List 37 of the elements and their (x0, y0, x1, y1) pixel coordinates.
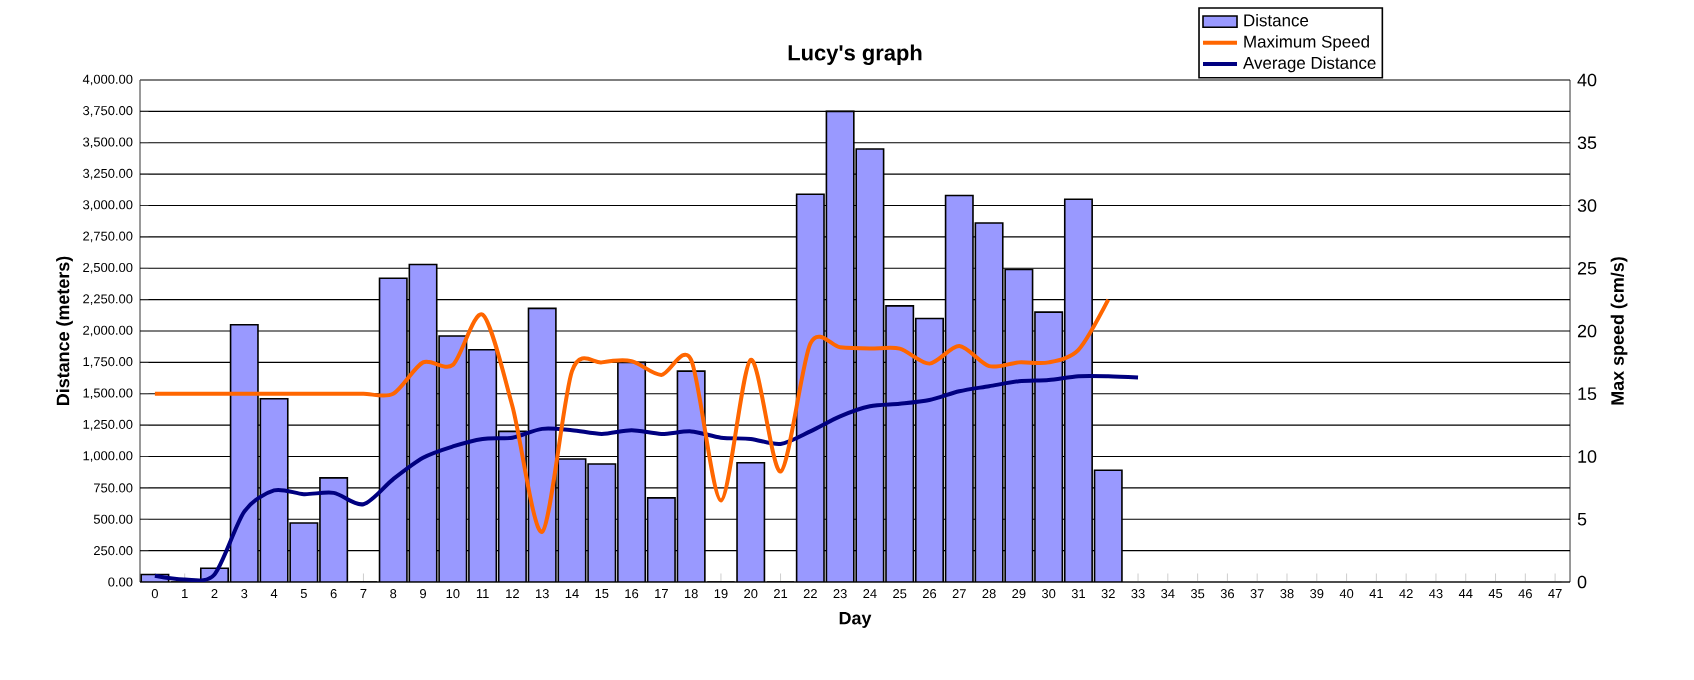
y2-tick-label: 0 (1577, 575, 1587, 589)
bar (1034, 311, 1064, 582)
bar (974, 222, 1004, 582)
bar (855, 148, 885, 582)
bar (944, 194, 974, 582)
y2-tick-label: 35 (1577, 136, 1597, 150)
y2-tick-label: 25 (1577, 261, 1597, 275)
bar (229, 323, 259, 582)
bar (259, 397, 289, 582)
y-axis-title: Distance (meters) (56, 256, 73, 406)
line-series (152, 373, 1141, 582)
bar (1004, 268, 1034, 582)
bar (736, 461, 766, 582)
bar (378, 277, 408, 582)
y2-tick-label: 20 (1577, 324, 1597, 338)
chart-title: Lucy's graph (788, 44, 922, 66)
bar (795, 193, 825, 582)
bar (825, 110, 855, 582)
bar (438, 335, 468, 582)
y2-tick-label: 10 (1578, 450, 1597, 463)
line-series (152, 297, 1111, 534)
bar (289, 522, 319, 582)
bar (557, 458, 587, 582)
bar (587, 463, 617, 582)
bar (885, 305, 915, 582)
y2-axis-title: Max speed (cm/s) (1610, 257, 1628, 405)
bar (646, 497, 676, 582)
y2-tick-label: 40 (1577, 73, 1597, 87)
bar (1093, 469, 1123, 582)
y2-tick-label: 30 (1577, 199, 1597, 212)
legend-label: Average Distance (1243, 56, 1376, 73)
x-axis-title: Day (839, 611, 872, 628)
bar (408, 263, 438, 582)
y2-tick-label: 15 (1578, 387, 1597, 401)
legend-label: Maximum Speed (1244, 35, 1369, 51)
y2-tick-label: 5 (1577, 512, 1587, 526)
legend-label: Distance (1244, 13, 1309, 27)
